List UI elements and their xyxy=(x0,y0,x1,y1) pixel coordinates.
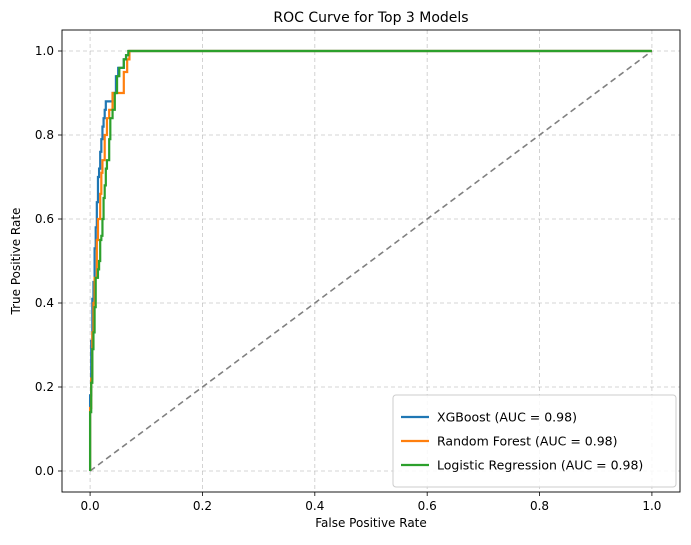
series-line-2 xyxy=(88,49,652,471)
series-lines xyxy=(88,49,652,471)
legend-label: XGBoost (AUC = 0.98) xyxy=(437,410,577,425)
x-tick-label: 0.6 xyxy=(418,499,437,513)
reference-line xyxy=(89,50,653,472)
x-tick-label: 0.8 xyxy=(530,499,549,513)
y-axis-ticks: 0.0 0.2 0.4 0.6 0.8 1.0 xyxy=(35,44,62,478)
x-tick-label: 0.4 xyxy=(305,499,324,513)
x-tick-label: 0.0 xyxy=(81,499,100,513)
y-tick-label: 0.4 xyxy=(35,296,54,310)
series-line-1 xyxy=(88,49,652,471)
y-axis-label: True Positive Rate xyxy=(9,208,23,316)
x-axis-ticks: 0.0 0.2 0.4 0.6 0.8 1.0 xyxy=(81,492,661,513)
legend: XGBoost (AUC = 0.98) Random Forest (AUC =… xyxy=(392,394,677,488)
x-axis-label: False Positive Rate xyxy=(315,516,427,530)
legend-label: Logistic Regression (AUC = 0.98) xyxy=(437,458,643,473)
legend-label: Random Forest (AUC = 0.98) xyxy=(437,434,618,449)
plot-frame xyxy=(61,29,681,493)
x-tick-label: 1.0 xyxy=(642,499,661,513)
reference-diagonal xyxy=(89,50,653,472)
y-tick-label: 1.0 xyxy=(35,44,54,58)
y-tick-label: 0.6 xyxy=(35,212,54,226)
y-tick-label: 0.0 xyxy=(35,464,54,478)
x-tick-label: 0.2 xyxy=(193,499,212,513)
legend-box xyxy=(392,394,677,488)
y-tick-label: 0.2 xyxy=(35,380,54,394)
chart-title: ROC Curve for Top 3 Models xyxy=(273,10,468,26)
y-tick-label: 0.8 xyxy=(35,128,54,142)
